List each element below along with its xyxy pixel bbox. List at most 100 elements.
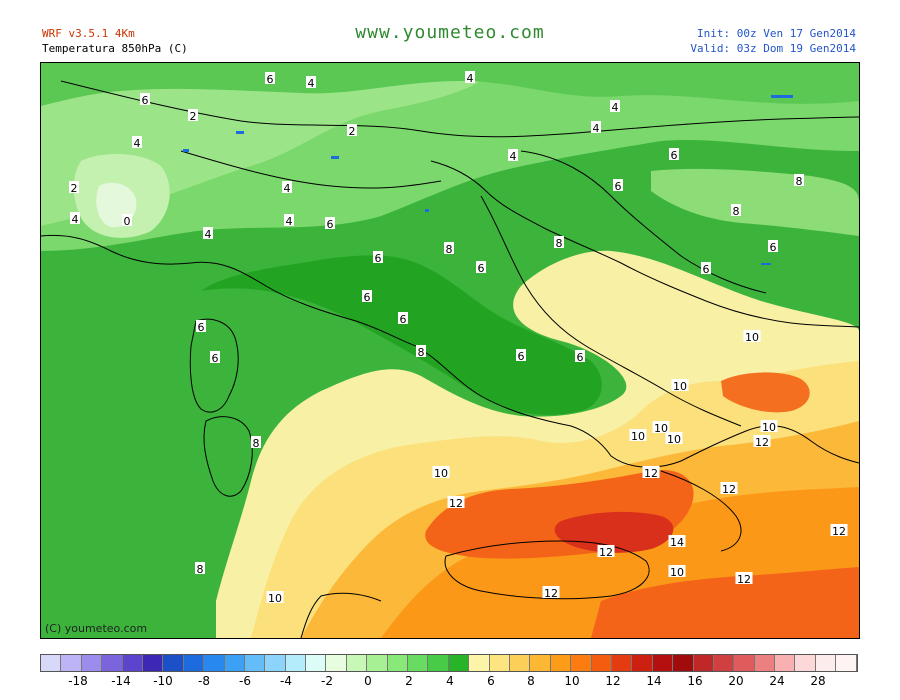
- site-title[interactable]: www.youmeteo.com: [355, 22, 545, 43]
- legend-swatch: [509, 655, 531, 671]
- zone-warm-16: [554, 511, 674, 553]
- contour-label-bg: [671, 379, 689, 391]
- contour-label: 4: [593, 122, 600, 135]
- coastlines: [41, 80, 859, 638]
- contour-label-bg: [669, 148, 679, 160]
- contour-label: 10: [667, 433, 681, 446]
- contour-label: 12: [832, 525, 846, 538]
- contour-label: 4: [134, 137, 141, 150]
- contour-label-bg: [731, 204, 741, 216]
- legend-swatch: [326, 655, 347, 671]
- legend-tick-label: -18: [68, 674, 88, 688]
- legend-tick-label: -2: [321, 674, 333, 688]
- contour-label: 2: [190, 110, 197, 123]
- contour-label: 6: [478, 262, 485, 275]
- zone-ne-light: [651, 168, 859, 236]
- contour-label-bg: [362, 290, 372, 302]
- legend-swatch: [734, 655, 755, 671]
- zone-warm-14c: [721, 372, 810, 413]
- contour-label-bg: [122, 214, 132, 226]
- contour-label-bg: [597, 545, 615, 557]
- legend-swatch: [408, 655, 429, 671]
- contour-label-bg: [447, 496, 465, 508]
- contour-label: 10: [673, 380, 687, 393]
- legend-swatch: [489, 655, 510, 671]
- contour-label-bg: [665, 432, 683, 444]
- legend-swatch: [122, 655, 143, 671]
- contour-label: 6: [577, 351, 584, 364]
- contour-label-bg: [516, 349, 526, 361]
- legend-swatch: [550, 655, 572, 671]
- contour-label-bg: [416, 345, 426, 357]
- legend-swatch: [652, 655, 674, 671]
- contour-label-bg: [591, 121, 601, 133]
- legend-swatch: [611, 655, 633, 671]
- contour-label: 4: [308, 77, 315, 90]
- contour-label-bg: [188, 109, 198, 121]
- contour-label: 6: [703, 263, 710, 276]
- contour-label-bg: [743, 330, 761, 342]
- contour-label-bg: [203, 227, 213, 239]
- contour-label: 8: [733, 205, 740, 218]
- contour-label-bg: [768, 240, 778, 252]
- contour-label-bg: [668, 535, 686, 547]
- contour-label: 6: [198, 321, 205, 334]
- contour-label: 8: [796, 175, 803, 188]
- legend-swatch: [673, 655, 694, 671]
- legend-tick-label: 6: [487, 674, 495, 688]
- legend-swatch: [265, 655, 286, 671]
- contour-label: 4: [467, 72, 474, 85]
- legend-tick-label: 24: [769, 674, 785, 688]
- legend-swatch: [591, 655, 612, 671]
- contour-label: 10: [434, 467, 448, 480]
- contour-label-bg: [735, 572, 753, 584]
- legend-swatch: [836, 655, 857, 671]
- contour-label-bg: [668, 565, 686, 577]
- contour-label-bg: [373, 251, 383, 263]
- variable-label: Temperatura 850hPa (C): [42, 42, 188, 55]
- legend-swatch: [530, 655, 551, 671]
- color-legend: [40, 654, 858, 672]
- contour-label-bg: [140, 93, 150, 105]
- contour-label: 14: [670, 536, 684, 549]
- copyright-text: (C) youmeteo.com: [45, 622, 148, 635]
- contour-label-bg: [284, 214, 294, 226]
- contour-label-bg: [701, 262, 711, 274]
- valid-time-label: Valid: 03z Dom 19 Gen2014: [690, 42, 856, 55]
- contour-label: 4: [205, 228, 212, 241]
- contour-label-bg: [465, 71, 475, 83]
- contour-label: 12: [755, 436, 769, 449]
- legend-tick-label: 16: [687, 674, 703, 688]
- contour-label-bg: [266, 591, 284, 603]
- legend-swatch: [204, 655, 225, 671]
- contour-label: 8: [556, 237, 563, 250]
- contour-label-bg: [652, 421, 670, 433]
- contour-label: 10: [670, 566, 684, 579]
- legend-swatch: [102, 655, 123, 671]
- legend-swatch: [163, 655, 184, 671]
- legend-swatch: [632, 655, 653, 671]
- legend-swatch: [367, 655, 388, 671]
- legend-tick-label: -8: [198, 674, 210, 688]
- contour-label-bg: [70, 212, 80, 224]
- contour-label: 8: [253, 437, 260, 450]
- legend-swatch: [795, 655, 816, 671]
- legend-tick-label: 4: [446, 674, 454, 688]
- contour-label-bg: [642, 466, 660, 478]
- legend-labels: -18 -14 -10 -8 -6 -4 -2 0 2 4 6 8 10 12 14 16 20 24 28: [40, 674, 860, 690]
- contour-label: 6: [267, 73, 274, 86]
- contour-label-bg: [196, 320, 206, 332]
- contour-label-bg: [760, 420, 778, 432]
- legend-swatch: [81, 655, 103, 671]
- legend-swatch: [448, 655, 470, 671]
- contour-label-bg: [265, 72, 275, 84]
- contour-label: 10: [762, 421, 776, 434]
- contour-label: 6: [364, 291, 371, 304]
- contour-label-bg: [610, 100, 620, 112]
- contour-label: 6: [327, 218, 334, 231]
- contour-label: 10: [745, 331, 759, 344]
- contour-label: 6: [671, 149, 678, 162]
- legend-tick-label: 2: [405, 674, 413, 688]
- legend-swatch: [469, 655, 490, 671]
